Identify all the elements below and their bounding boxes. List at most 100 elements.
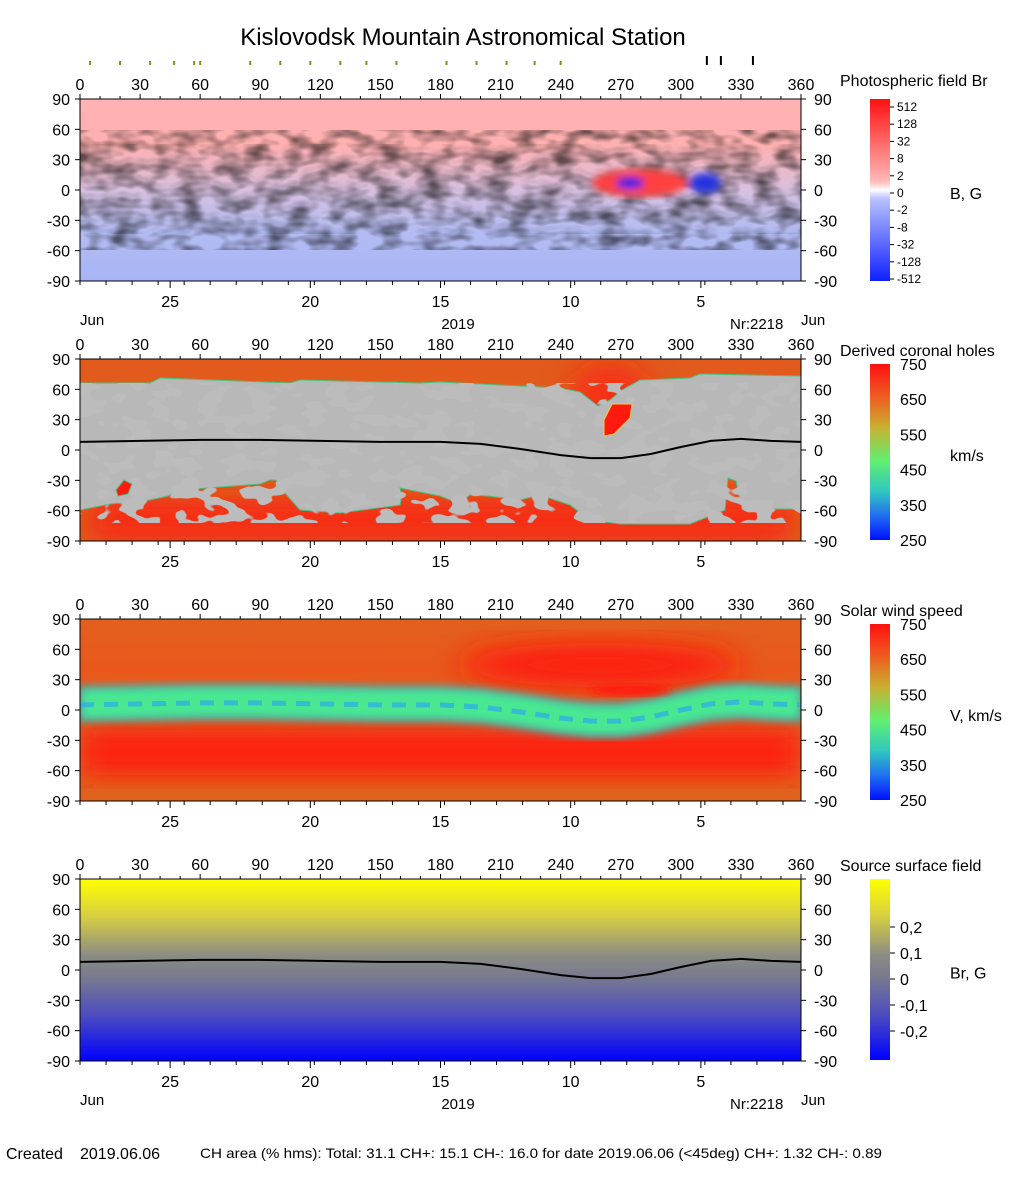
colorbar-label: 350 xyxy=(900,498,927,515)
longitude-label: 0 xyxy=(76,857,85,874)
latitude-label-left: 90 xyxy=(52,872,70,889)
longitude-label: 0 xyxy=(76,77,85,94)
longitude-label: 210 xyxy=(487,77,514,94)
colorbar-label: 550 xyxy=(900,687,927,704)
longitude-label: 360 xyxy=(788,857,815,874)
colorbar-label: -8 xyxy=(897,220,908,234)
colorbar-gradient xyxy=(870,99,890,281)
colorbar-label: -2 xyxy=(897,203,908,217)
day-label: 5 xyxy=(696,294,705,311)
longitude-label: 120 xyxy=(307,77,334,94)
latitude-label-right: 90 xyxy=(814,872,832,889)
longitude-label: 210 xyxy=(487,597,514,614)
colorbar-label: -128 xyxy=(897,255,921,269)
latitude-label-right: -60 xyxy=(814,244,837,261)
latitude-label-left: -60 xyxy=(47,1024,70,1041)
longitude-label: 0 xyxy=(76,597,85,614)
latitude-label-right: 0 xyxy=(814,963,823,980)
created-label: Created xyxy=(6,1146,63,1163)
colorbar-label: 32 xyxy=(897,134,911,148)
longitude-label: 90 xyxy=(251,77,269,94)
longitude-label: 210 xyxy=(487,337,514,354)
latitude-label-right: 0 xyxy=(814,443,823,460)
latitude-label-left: -30 xyxy=(47,733,70,750)
day-label: 20 xyxy=(301,554,319,571)
colorbar-label: 0,1 xyxy=(900,946,922,963)
slow-wind-core xyxy=(80,699,801,724)
colorbar-label: -32 xyxy=(897,238,915,252)
longitude-label: 150 xyxy=(367,857,394,874)
latitude-label-left: -90 xyxy=(47,274,70,291)
longitude-label: 180 xyxy=(427,857,454,874)
latitude-label-left: -30 xyxy=(47,213,70,230)
longitude-label: 270 xyxy=(607,857,634,874)
day-label: 25 xyxy=(161,814,179,831)
longitude-label: 120 xyxy=(307,337,334,354)
latitude-label-right: -30 xyxy=(814,733,837,750)
longitude-label: 150 xyxy=(367,597,394,614)
latitude-label-right: 30 xyxy=(814,153,832,170)
colorbar-unit: km/s xyxy=(950,448,984,465)
longitude-label: 60 xyxy=(191,857,209,874)
longitude-label: 90 xyxy=(251,337,269,354)
day-label: 25 xyxy=(161,554,179,571)
latitude-label-right: 90 xyxy=(814,612,832,629)
colorbar-label: 650 xyxy=(900,652,927,669)
colorbar-gradient xyxy=(870,624,890,800)
colorbar-label: 0 xyxy=(900,972,909,989)
latitude-label-right: -30 xyxy=(814,993,837,1010)
latitude-label-left: 30 xyxy=(52,673,70,690)
colorbar-label: -0,2 xyxy=(900,1024,928,1041)
latitude-label-left: 0 xyxy=(61,703,70,720)
latitude-label-left: 90 xyxy=(52,612,70,629)
colorbar-label: 250 xyxy=(900,533,927,550)
panel-title: Derived coronal holes xyxy=(840,343,995,360)
day-label: 20 xyxy=(301,294,319,311)
longitude-label: 60 xyxy=(191,337,209,354)
longitude-label: 30 xyxy=(131,77,149,94)
day-label: 5 xyxy=(696,1074,705,1091)
coronal-holes-neutral-line xyxy=(80,437,801,460)
colorbar-label: 2 xyxy=(897,169,904,183)
latitude-label-left: -90 xyxy=(47,1054,70,1071)
latitude-label-left: -60 xyxy=(47,764,70,781)
colorbar-label: 0 xyxy=(897,186,904,200)
panel-title: Source surface field xyxy=(840,858,981,875)
longitude-label: 120 xyxy=(307,597,334,614)
longitude-label: 330 xyxy=(728,337,755,354)
latitude-label-right: -30 xyxy=(814,213,837,230)
latitude-label-right: 30 xyxy=(814,673,832,690)
latitude-label-left: -30 xyxy=(47,473,70,490)
month-label-left: Jun xyxy=(80,312,104,329)
longitude-label: 360 xyxy=(788,337,815,354)
colorbar-label: 0,2 xyxy=(900,920,922,937)
latitude-label-left: -30 xyxy=(47,993,70,1010)
day-label: 15 xyxy=(432,554,450,571)
panel-solar-wind-speed xyxy=(80,619,801,801)
created-date: 2019.06.06 xyxy=(80,1146,160,1163)
latitude-label-right: 60 xyxy=(814,902,832,919)
day-label: 10 xyxy=(562,1074,580,1091)
longitude-label: 270 xyxy=(607,597,634,614)
longitude-label: 270 xyxy=(607,77,634,94)
latitude-label-right: -90 xyxy=(814,794,837,811)
latitude-label-left: -90 xyxy=(47,534,70,551)
colorbar-label: 450 xyxy=(900,723,927,740)
longitude-label: 180 xyxy=(427,597,454,614)
colorbar-label: 8 xyxy=(897,152,904,166)
day-label: 10 xyxy=(562,814,580,831)
latitude-label-left: 0 xyxy=(61,183,70,200)
longitude-label: 240 xyxy=(547,77,574,94)
latitude-label-left: -90 xyxy=(47,794,70,811)
latitude-label-right: 30 xyxy=(814,413,832,430)
month-label-right: Jun xyxy=(801,1092,825,1109)
colorbar-unit: V, km/s xyxy=(950,708,1002,725)
colorbar-label: 128 xyxy=(897,117,917,131)
latitude-label-left: 30 xyxy=(52,933,70,950)
latitude-label-right: -90 xyxy=(814,1054,837,1071)
month-label-right: Jun xyxy=(801,312,825,329)
